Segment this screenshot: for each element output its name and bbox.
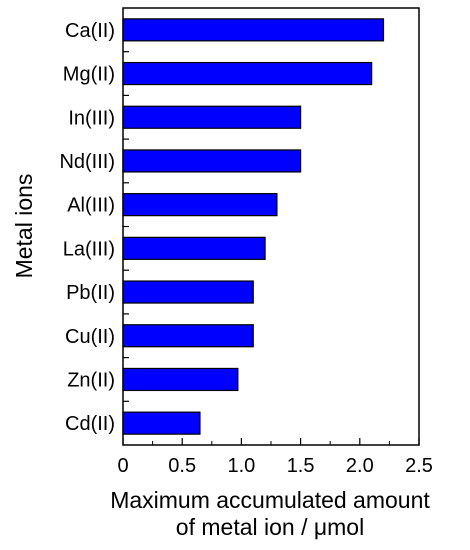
ticks-layer [122,51,420,445]
bar-zn-ii [122,367,239,392]
x-tick-label: 1.0 [227,455,255,477]
bar-in-iii [122,105,302,129]
bar-cu-ii [122,324,254,348]
category-label: Pb(II) [66,282,115,304]
x-axis-title-line1: Maximum accumulated amount [110,487,430,513]
bars-layer [122,18,385,435]
x-tick-label: 2.0 [346,455,374,477]
category-label: In(III) [68,107,115,129]
x-tick-label: 2.5 [405,455,433,477]
x-tick-label: 0 [117,455,128,477]
bar-nd-iii [122,149,302,173]
labels-layer: Ca(II) Mg(II) In(III) Nd(III) Al(III) La(III)… [59,20,432,477]
bar-cd-ii [122,411,201,435]
category-label: Zn(II) [67,369,115,391]
category-label: Ca(II) [65,20,115,42]
bar-mg-ii [122,61,373,86]
y-axis-title: Metal ions [11,174,37,279]
x-tick-label: 1.5 [287,455,315,477]
category-label: Al(III) [67,195,115,217]
category-label: Cd(II) [65,413,115,435]
category-label: La(III) [63,238,115,260]
bar-pb-ii [122,280,254,304]
x-tick-label: 0.5 [168,455,196,477]
bar-al-iii [122,193,278,217]
bar-ca-ii [122,18,385,42]
category-label: Mg(II) [63,64,115,86]
category-label: Cu(II) [65,326,115,348]
x-axis-title-line2: of metal ion / μmol [176,514,364,540]
bar-la-iii [122,236,266,260]
category-label: Nd(III) [59,151,115,173]
